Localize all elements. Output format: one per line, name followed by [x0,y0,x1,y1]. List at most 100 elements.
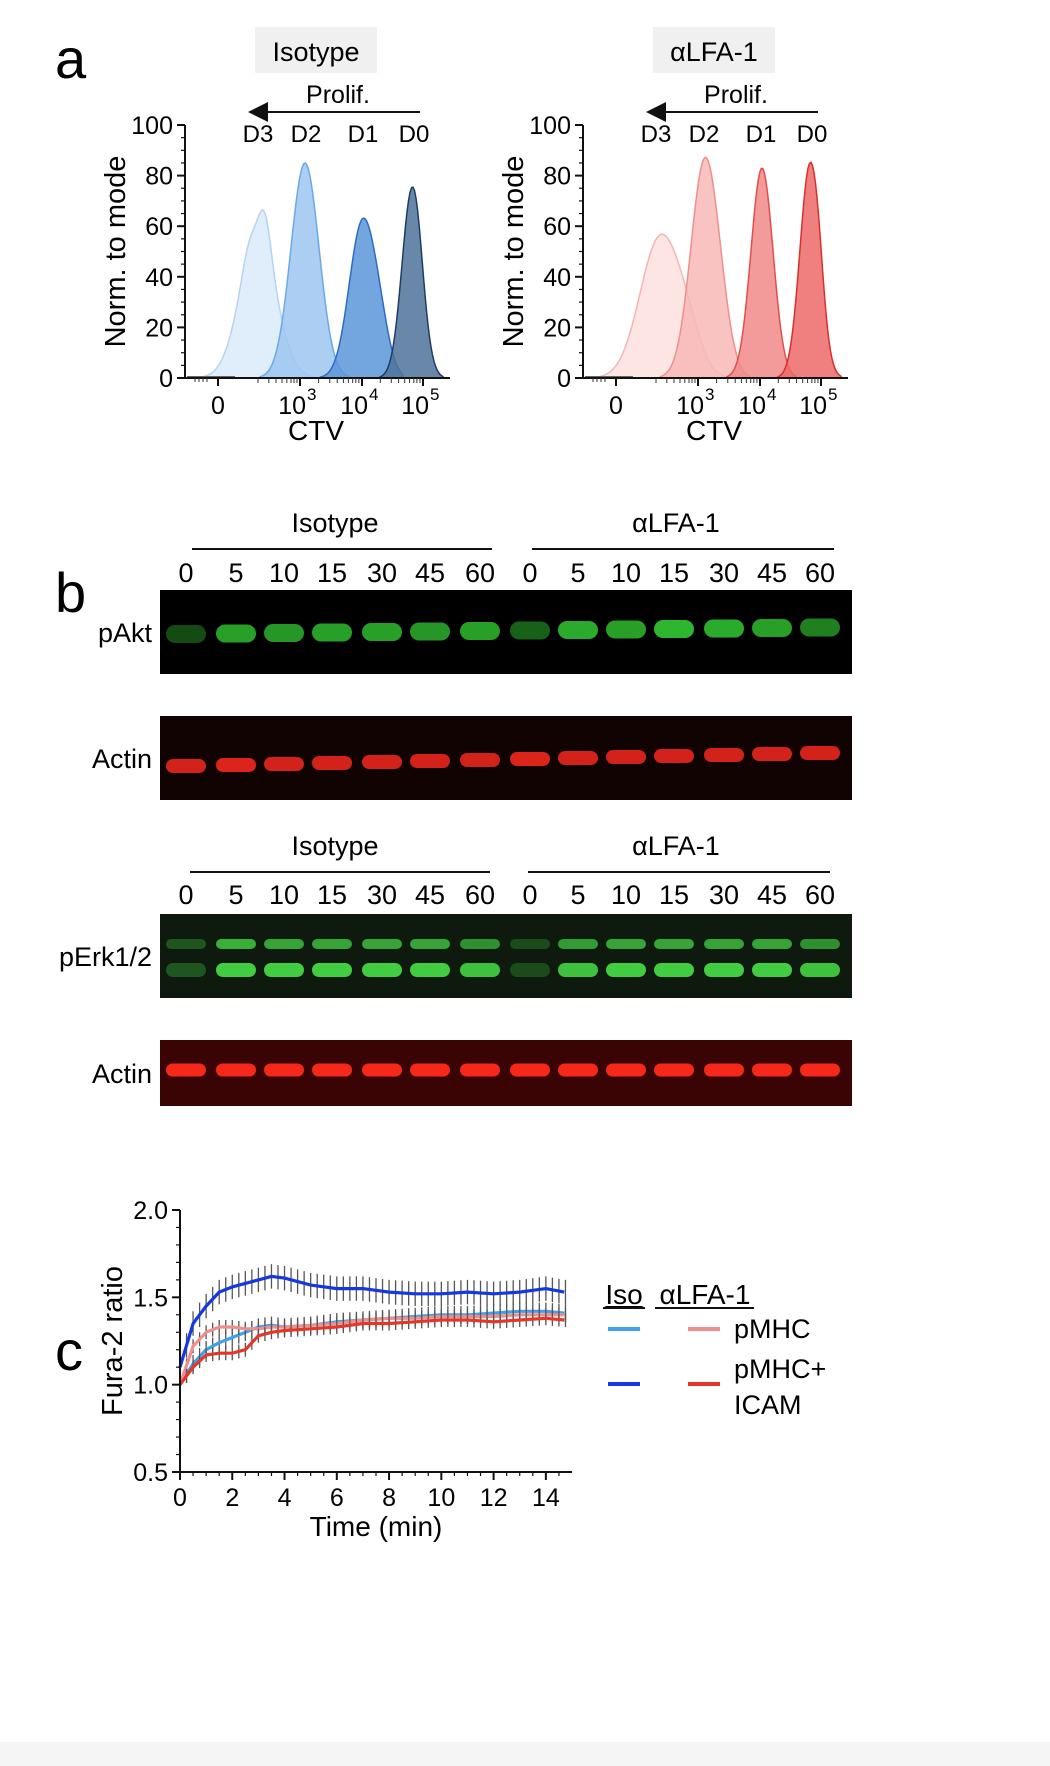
x-axis-label: CTV [288,415,344,446]
timepoint-label: 5 [228,880,243,910]
x-tick-superscript: 5 [430,385,439,404]
timepoint-label: 5 [228,558,243,588]
y-tick-label: 60 [145,213,173,241]
arrow-label: Prolif. [306,81,370,109]
blot-band [264,939,304,949]
division-label: D2 [689,121,720,148]
blot-band [460,753,500,767]
panel-c-letter: c [55,1319,83,1382]
timepoint-label: 10 [611,880,641,910]
blot-band [704,748,744,762]
series-line [178,1274,565,1368]
y-tick-label: 80 [543,163,571,191]
timepoint-label: 10 [269,558,299,588]
blot-label: Actin [92,744,152,774]
x-tick-superscript: 4 [767,385,776,404]
blot-band [166,963,206,977]
title-box [255,27,377,73]
x-tick-label: 10 [427,1484,455,1512]
blot-band [558,751,598,765]
blot-band [312,623,352,642]
x-tick-label: 0 [173,1484,187,1512]
blot-band [606,620,646,639]
y-axis-label: Norm. to mode [498,156,530,348]
timepoint-label: 0 [178,558,193,588]
y-tick-label: 1.5 [133,1284,168,1312]
y-tick-label: 0 [159,365,173,393]
timepoint-label: 60 [805,880,835,910]
blot-band [216,758,256,772]
timepoint-label: 45 [415,558,445,588]
y-tick-label: 0.5 [133,1459,168,1487]
timepoint-label: 5 [570,558,585,588]
blot-membrane [160,1040,852,1106]
x-tick-superscript: 5 [828,385,837,404]
division-label: D3 [641,121,672,148]
histogram-peak [319,217,404,379]
x-tick-label: 2 [225,1484,239,1512]
blot-membrane [160,590,852,674]
y-tick-label: 100 [131,112,173,140]
legend-header-alfa1: αLFA-1 [660,1279,751,1310]
blot-band [362,755,402,769]
histogram-peak [659,156,750,379]
blot-band [752,939,792,949]
timepoint-label: 0 [522,558,537,588]
x-tick-label: 10 [799,392,827,420]
blot-band [654,1063,694,1077]
blot-band [510,1063,550,1077]
blot-band [752,963,792,977]
division-label: D3 [243,121,274,148]
timepoint-label: 15 [317,880,347,910]
blot-label: pErk1/2 [59,942,152,972]
blot-band [312,963,352,977]
blot-band [558,939,598,949]
blot-band [410,963,450,977]
timepoint-label: 45 [757,880,787,910]
blot-band [558,1063,598,1077]
blot-band [264,963,304,977]
x-tick-label: 14 [532,1484,560,1512]
y-axis-label: Norm. to mode [100,156,132,348]
blot-band [800,939,840,949]
division-label: D1 [348,121,379,148]
blot-band [704,963,744,977]
blot-band [704,939,744,949]
division-label: D0 [399,121,430,148]
x-tick-label: 10 [401,392,429,420]
blot-band [362,939,402,949]
y-axis-label: Fura-2 ratio [97,1266,129,1416]
legend-label-icam: ICAM [734,1390,802,1420]
division-label: D0 [797,121,828,148]
blot-band [510,963,550,977]
x-tick-label: 12 [480,1484,508,1512]
division-label: D2 [291,121,322,148]
timepoint-label: 0 [522,880,537,910]
blot-band [752,1063,792,1077]
blot-band [654,620,694,638]
division-label: D1 [746,121,777,148]
blot-band [800,963,840,977]
blot-band [606,1063,646,1077]
timepoint-label: 60 [465,880,495,910]
arrow-label: Prolif. [704,81,768,109]
blot-band [460,939,500,949]
blot-membrane [160,914,852,998]
group-label-isotype: Isotype [291,508,378,538]
group-label-isotype: Isotype [291,831,378,861]
x-axis-label: Time (min) [310,1511,443,1542]
y-tick-label: 20 [543,314,571,342]
blot-band [410,1063,450,1077]
blot-band [362,963,402,977]
blot-band [216,939,256,949]
blot-band [460,963,500,977]
y-tick-label: 80 [145,163,173,191]
blot-band [510,752,550,766]
blot-label: pAkt [98,618,153,648]
blot-band [264,1063,304,1077]
timepoint-label: 60 [465,558,495,588]
blot-band [654,939,694,949]
x-tick-label: 10 [676,392,704,420]
blot-band [704,1063,744,1077]
blot-band [654,749,694,763]
